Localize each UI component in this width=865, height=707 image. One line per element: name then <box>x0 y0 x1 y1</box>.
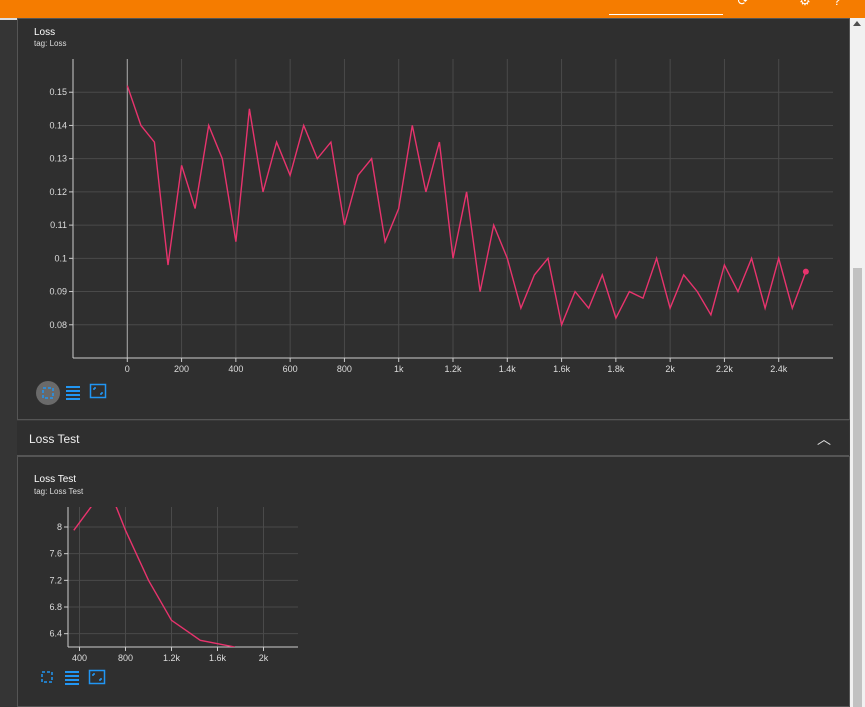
left-sidebar <box>0 18 17 707</box>
fit-domain-button[interactable] <box>36 381 60 405</box>
x-tick-label: 400 <box>228 364 243 374</box>
x-tick-label: 1.2k <box>163 653 181 662</box>
scrollbar-thumb[interactable] <box>853 268 862 707</box>
x-tick-label: 1.8k <box>607 364 625 374</box>
loss-test-chart-card: Loss Test tag: Loss Test 400 800 1.2k 1.6k 2… <box>17 456 850 707</box>
loss-test-section-header[interactable]: Loss Test ︿ <box>17 421 849 456</box>
y-tick-label: 0.1 <box>54 253 67 263</box>
series-end-point <box>802 268 809 275</box>
x-tick-label: 200 <box>174 364 189 374</box>
series-line <box>73 507 235 647</box>
toggle-log-scale-button[interactable] <box>64 383 82 401</box>
x-tick-label: 800 <box>337 364 352 374</box>
scrollbar[interactable] <box>850 18 865 707</box>
series-line <box>126 85 807 328</box>
fit-domain-button[interactable] <box>38 668 56 686</box>
y-tick-label: 7.6 <box>49 549 62 559</box>
x-tick-label: 2k <box>259 653 269 662</box>
refresh-icon[interactable]: ⟳ <box>737 0 749 8</box>
toggle-log-scale-button[interactable] <box>63 668 81 686</box>
y-tick-label: 0.12 <box>49 187 67 197</box>
y-tick-label: 0.08 <box>49 320 67 330</box>
chevron-up-icon[interactable]: ︿ <box>817 431 831 447</box>
y-tick-label: 6.4 <box>49 629 62 639</box>
x-tick-label: 2.2k <box>716 364 734 374</box>
x-tick-label: 1k <box>394 364 404 374</box>
search-underline[interactable] <box>609 14 723 15</box>
loss-chart-card: Loss tag: Loss 0 200 400 600 800 1k 1.2k 1.4k 1.… <box>17 18 850 420</box>
settings-icon[interactable]: ⚙ <box>799 0 811 8</box>
x-tick-label: 1.4k <box>499 364 517 374</box>
fit-domain-icon <box>41 671 53 683</box>
chart-title: Loss Test <box>34 474 77 485</box>
top-app-bar: ⟳ ⚙ ? <box>0 0 865 18</box>
help-icon[interactable]: ? <box>833 0 841 8</box>
loss-test-chart[interactable]: 400 800 1.2k 1.6k 2k 6.4 6.8 7.2 7.6 8 <box>18 497 318 662</box>
y-tick-label: 0.11 <box>50 220 67 230</box>
section-label: Loss Test <box>29 432 80 446</box>
chart-title: Loss <box>34 27 56 38</box>
x-tick-label: 600 <box>283 364 298 374</box>
expand-icon <box>88 669 106 685</box>
y-tick-label: 0.13 <box>49 154 67 164</box>
x-tick-label: 0 <box>125 364 130 374</box>
x-tick-label: 2k <box>665 364 675 374</box>
y-tick-label: 6.8 <box>49 602 62 612</box>
fit-domain-icon <box>42 387 54 399</box>
list-icon <box>66 386 80 400</box>
x-tick-label: 1.6k <box>209 653 227 662</box>
chart-tag: tag: Loss <box>34 39 67 48</box>
list-icon <box>65 671 79 685</box>
expand-icon <box>89 383 107 399</box>
y-tick-label: 0.15 <box>49 87 67 97</box>
sidebar-divider <box>0 18 17 20</box>
y-tick-label: 8 <box>57 522 62 532</box>
chart-tag: tag: Loss Test <box>34 487 84 496</box>
y-tick-label: 0.09 <box>49 287 67 297</box>
x-tick-label: 1.2k <box>444 364 462 374</box>
expand-button[interactable] <box>88 668 106 686</box>
scroll-up-arrow-icon[interactable] <box>853 21 861 26</box>
expand-button[interactable] <box>89 382 107 400</box>
y-tick-label: 7.2 <box>49 575 62 585</box>
x-tick-label: 800 <box>118 653 133 662</box>
y-tick-label: 0.14 <box>49 120 67 130</box>
x-tick-label: 400 <box>72 653 87 662</box>
x-tick-label: 2.4k <box>770 364 788 374</box>
loss-chart[interactable]: 0 200 400 600 800 1k 1.2k 1.4k 1.6k 1.8k 2k 2.2k 2.4… <box>18 49 849 394</box>
x-tick-label: 1.6k <box>553 364 571 374</box>
